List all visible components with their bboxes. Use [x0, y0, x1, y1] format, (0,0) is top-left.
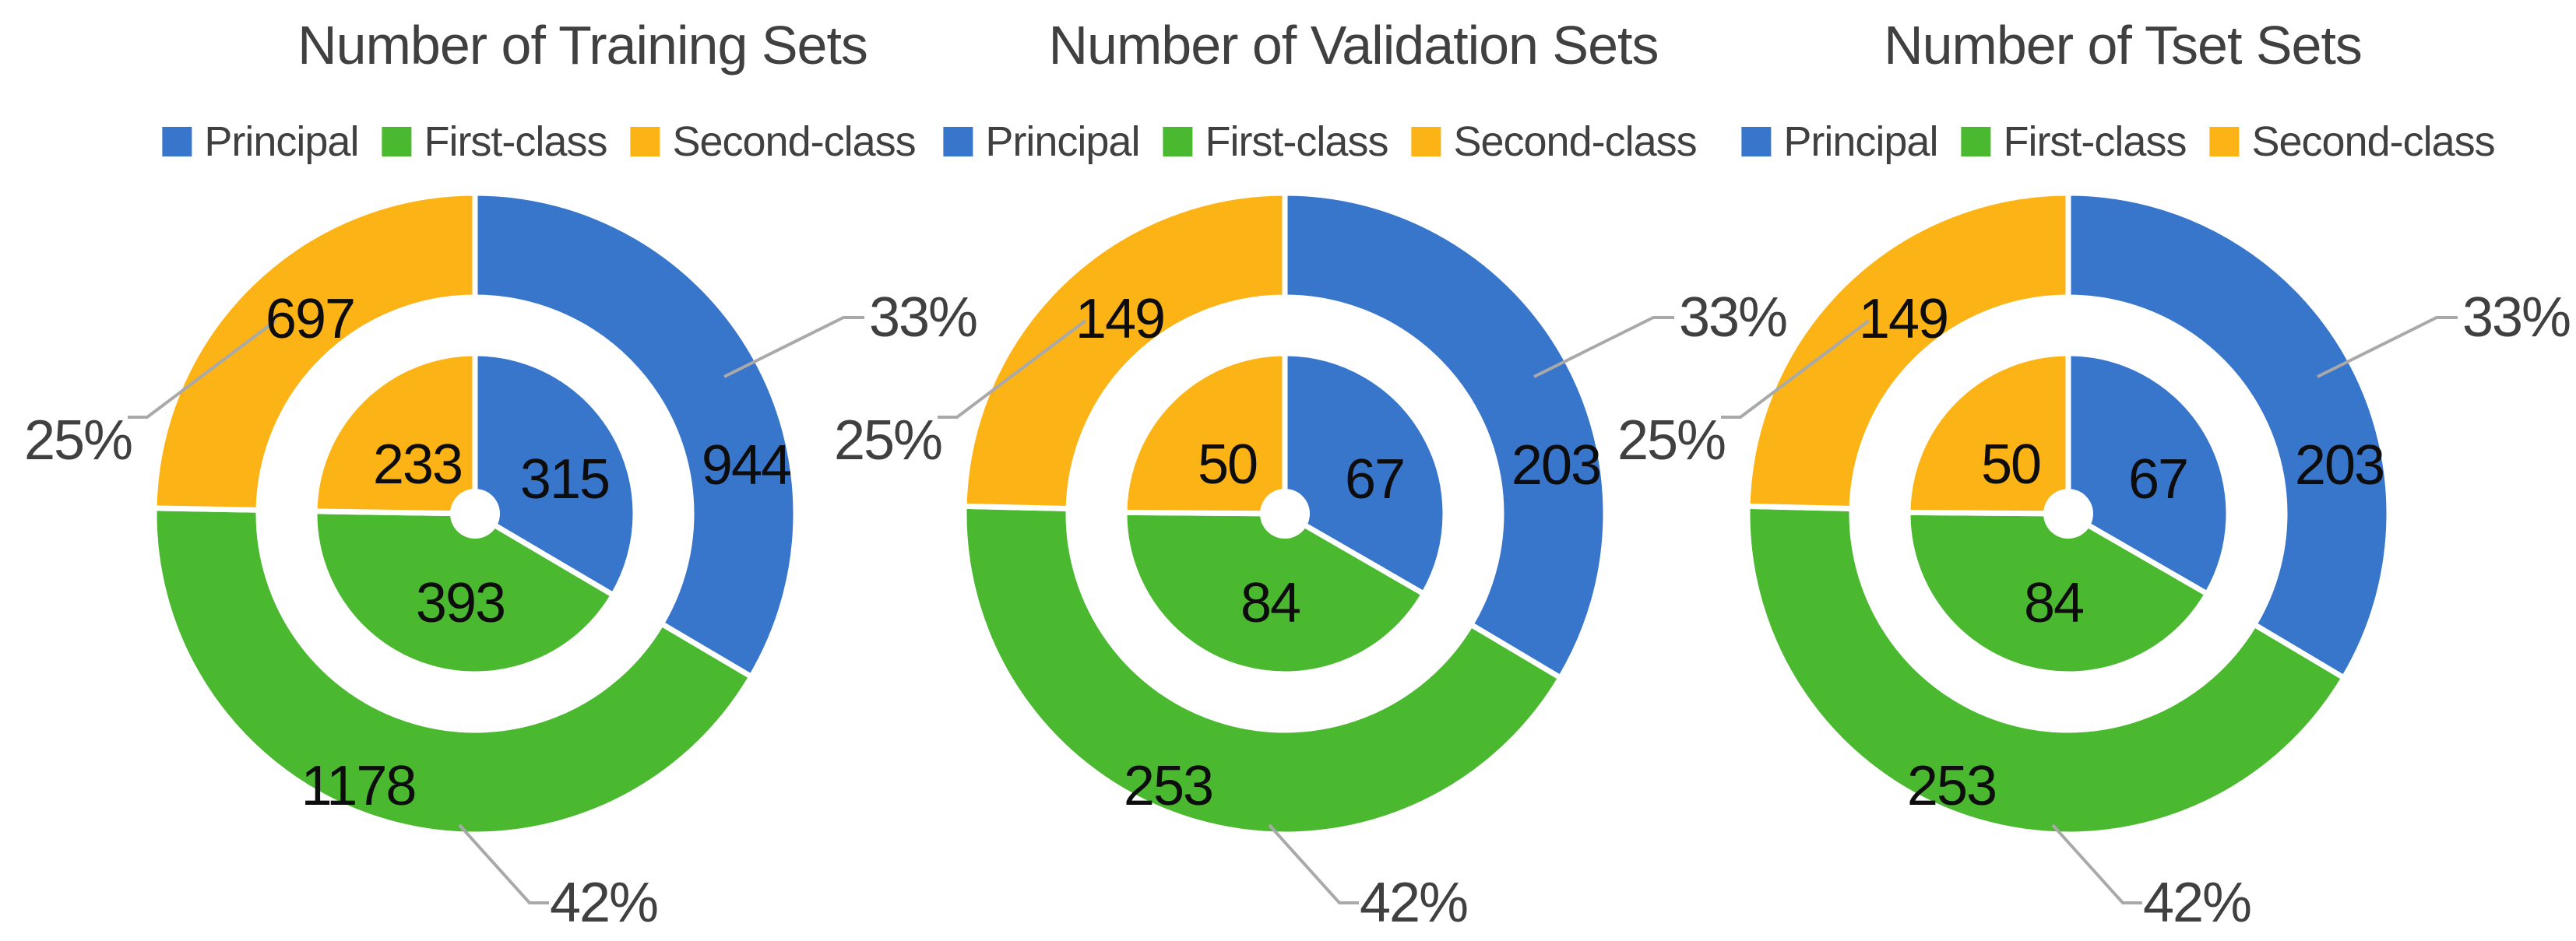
outer-value-label-first_class: 1178 — [301, 755, 417, 817]
outer-value-label-first_class: 253 — [1123, 755, 1214, 817]
outer-ring-slice-first_class — [961, 503, 1564, 837]
legend-label-second-class: Second-class — [672, 118, 916, 165]
legend-label-first-class: First-class — [424, 118, 607, 165]
outer-value-label-principal: 203 — [2294, 434, 2385, 497]
legend-swatch-principal — [943, 127, 973, 156]
legend-swatch-second-class — [2209, 127, 2240, 156]
inner-value-label-principal: 67 — [1344, 448, 1406, 511]
inner-value-label-first_class: 84 — [2023, 572, 2085, 634]
legend-label-principal: Principal — [1783, 118, 1938, 165]
percent-callout-label-principal: 33% — [1678, 286, 1788, 349]
legend-item-principal: Principal — [162, 118, 359, 166]
percent-callout-label-second_class: 25% — [23, 409, 133, 472]
inner-value-label-first_class: 393 — [415, 572, 506, 634]
inner-pie-slice-first_class — [1121, 509, 1427, 677]
chart-title-validation: Number of Validation Sets — [1048, 15, 1659, 75]
inner-pie-slice-second_class — [311, 350, 478, 517]
chart-title-training: Number of Training Sets — [297, 15, 868, 75]
outer-value-label-second_class: 149 — [1075, 288, 1166, 350]
legend-swatch-principal — [1741, 127, 1772, 156]
outer-value-label-second_class: 149 — [1858, 288, 1949, 350]
legend-label-second-class: Second-class — [2251, 118, 2495, 165]
legend-swatch-first-class — [382, 127, 412, 156]
outer-ring-slice-second_class — [961, 190, 1288, 512]
percent-callout-label-first_class: 42% — [1359, 872, 1469, 934]
legend-item-first-class: First-class — [1961, 118, 2187, 166]
donut-center-hole — [2043, 489, 2093, 539]
donut-center-hole — [450, 489, 500, 539]
callout-leader-first_class — [458, 823, 549, 904]
callout-leader-principal — [723, 316, 864, 378]
callout-leader-second_class — [938, 319, 1087, 419]
legend-item-principal: Principal — [1741, 118, 1938, 166]
legend-tset: Principal First-class Second-class — [1741, 118, 2496, 166]
outer-value-label-principal: 944 — [701, 434, 792, 497]
legend-training: Principal First-class Second-class — [162, 118, 917, 166]
inner-pie-slice-second_class — [1121, 350, 1288, 517]
donut-center-hole — [1260, 489, 1310, 539]
callout-leader-principal — [2317, 316, 2458, 378]
legend-label-first-class: First-class — [1205, 118, 1388, 165]
legend-item-second-class: Second-class — [2209, 118, 2496, 166]
percent-callout-label-principal: 33% — [2462, 286, 2571, 349]
inner-value-label-second_class: 50 — [1980, 434, 2042, 496]
chart-title-tset: Number of Tset Sets — [1884, 15, 2363, 75]
callout-leader-first_class — [2051, 823, 2142, 904]
legend-label-first-class: First-class — [2003, 118, 2187, 165]
legend-item-principal: Principal — [943, 118, 1140, 166]
legend-item-second-class: Second-class — [1411, 118, 1698, 166]
legend-label-principal: Principal — [985, 118, 1140, 165]
inner-value-label-second_class: 50 — [1197, 434, 1258, 496]
inner-value-label-second_class: 233 — [372, 434, 463, 496]
inner-value-label-principal: 67 — [2127, 448, 2189, 511]
outer-ring-slice-first_class — [151, 505, 755, 837]
outer-value-label-principal: 203 — [1511, 434, 1602, 497]
legend-swatch-principal — [162, 127, 192, 156]
legend-swatch-second-class — [1411, 127, 1441, 156]
percent-callout-label-second_class: 25% — [833, 409, 943, 472]
percent-callout-label-second_class: 25% — [1617, 409, 1726, 472]
outer-ring-slice-second_class — [151, 190, 478, 513]
legend-item-first-class: First-class — [1163, 118, 1388, 166]
inner-pie-slice-second_class — [1905, 350, 2071, 517]
inner-pie-slice-first_class — [311, 508, 616, 677]
percent-callout-label-first_class: 42% — [549, 872, 659, 934]
outer-ring-slice-second_class — [1744, 190, 2071, 512]
percent-callout-label-first_class: 42% — [2142, 872, 2252, 934]
outer-ring-slice-first_class — [1744, 503, 2347, 837]
outer-ring-slice-principal — [2065, 190, 2392, 681]
outer-ring-slice-principal — [472, 190, 799, 679]
percent-callout-label-principal: 33% — [868, 286, 978, 349]
legend-swatch-first-class — [1961, 127, 1991, 156]
inner-value-label-first_class: 84 — [1240, 572, 1301, 634]
outer-value-label-second_class: 697 — [265, 288, 356, 350]
legend-swatch-second-class — [630, 127, 660, 156]
callout-leader-second_class — [128, 319, 277, 419]
callout-leader-principal — [1533, 316, 1674, 378]
outer-ring-slice-principal — [1282, 190, 1609, 681]
legend-label-second-class: Second-class — [1453, 118, 1697, 165]
legend-item-second-class: Second-class — [630, 118, 917, 166]
legend-validation: Principal First-class Second-class — [943, 118, 1698, 166]
outer-value-label-first_class: 253 — [1906, 755, 1997, 817]
inner-value-label-principal: 315 — [519, 448, 611, 511]
callout-leader-second_class — [1721, 319, 1870, 419]
callout-leader-first_class — [1268, 823, 1359, 904]
inner-pie-slice-first_class — [1905, 509, 2210, 677]
legend-swatch-first-class — [1163, 127, 1193, 156]
legend-item-first-class: First-class — [382, 118, 607, 166]
legend-label-principal: Principal — [204, 118, 359, 165]
